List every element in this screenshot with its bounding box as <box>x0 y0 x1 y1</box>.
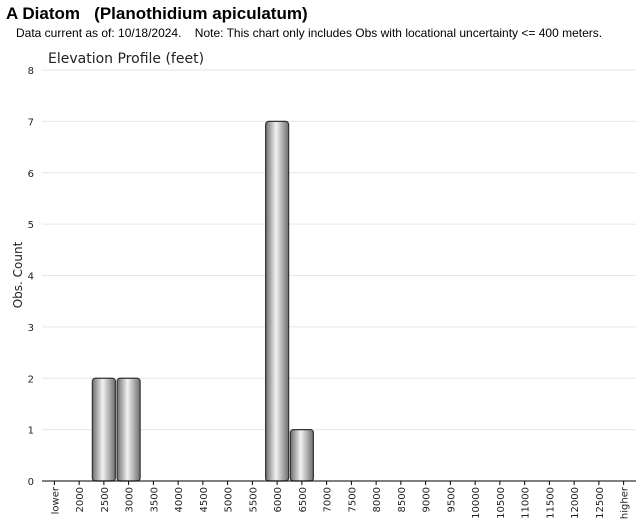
x-tick-label: 10500 <box>496 487 507 519</box>
x-tick-label: lower <box>50 486 61 514</box>
x-tick-label: 9500 <box>446 487 457 512</box>
x-tick-label: 4000 <box>174 487 185 512</box>
y-tick-label: 6 <box>28 169 34 180</box>
grid-lines <box>42 69 636 431</box>
x-tick-label: 8500 <box>397 487 408 512</box>
x-tick-label: higher <box>620 486 631 519</box>
y-tick-label: 8 <box>28 66 34 77</box>
x-tick-label: 11500 <box>545 487 556 519</box>
data-note: Data current as of: 10/18/2024. Note: Th… <box>16 26 603 40</box>
y-tick-label: 7 <box>28 117 34 128</box>
x-tick-label: 2500 <box>100 487 111 512</box>
y-tick-label: 1 <box>28 426 34 437</box>
x-tick-label: 10000 <box>471 487 482 519</box>
bars <box>91 120 314 482</box>
x-tick-label: 3500 <box>149 487 160 512</box>
chart-title-main: A Diatom (Planothidium apiculatum) <box>6 4 308 23</box>
x-tick-label: 11000 <box>521 487 532 519</box>
y-tick-label: 5 <box>28 220 34 231</box>
y-axis-label: Obs. Count <box>11 241 25 308</box>
plot-title: Elevation Profile (feet) <box>48 51 204 67</box>
x-tick-label: 5000 <box>224 487 235 512</box>
y-tick-label: 3 <box>28 323 34 334</box>
x-tick-label: 7000 <box>323 487 334 512</box>
bar <box>289 429 314 482</box>
x-tick-label: 4500 <box>199 487 210 512</box>
x-tick-label: 2000 <box>75 487 86 512</box>
x-tick-label: 7500 <box>347 487 358 512</box>
x-tick-label: 12500 <box>595 487 606 519</box>
bar <box>116 377 141 482</box>
x-tick-label: 6500 <box>298 487 309 512</box>
x-tick-label: 3000 <box>125 487 136 512</box>
y-tick-label: 2 <box>28 374 34 385</box>
y-tick-label: 4 <box>28 272 34 283</box>
bar <box>91 377 116 482</box>
y-tick-label: 0 <box>28 477 34 488</box>
bar <box>265 120 290 482</box>
x-tick-label: 9000 <box>422 487 433 512</box>
x-tick-label: 6000 <box>273 487 284 512</box>
x-tick-label: 12000 <box>570 487 581 519</box>
axes: 0 1 2 3 4 5 6 7 8 lower 2000 2500 3000 3500 4000 4500 50… <box>28 66 636 519</box>
x-tick-label: 8000 <box>372 487 383 512</box>
x-tick-label: 5500 <box>248 487 259 512</box>
